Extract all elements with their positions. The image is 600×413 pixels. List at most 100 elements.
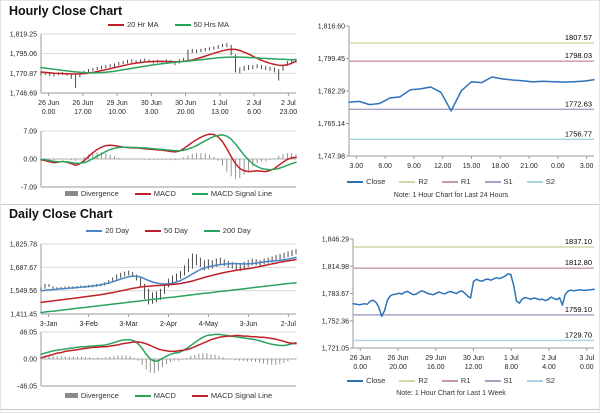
legend-item-s2: S2 — [526, 177, 555, 186]
x-tick-label: 4-May — [199, 321, 219, 328]
legend-label: Divergence — [80, 189, 119, 198]
legend-label: R2 — [418, 177, 428, 186]
level-label-s1: 1772.63 — [565, 99, 592, 108]
level-label-s1: 1759.10 — [565, 305, 592, 314]
x-tick-label: 6.00 — [247, 109, 261, 116]
close-1week-chart: 1,846.29 1,814.98 1,783.67 1,752.36 1,721.05… — [322, 237, 595, 371]
y-tick-label: 1,687.67 — [10, 265, 37, 272]
x-tick-label: 26 Jun — [38, 100, 59, 107]
legend-line-swatch — [203, 229, 220, 232]
legend-item-macd: MACD — [134, 391, 176, 400]
close-24h-chart: 1,816.60 1,799.45 1,782.29 1,765.14 1,747.98… — [318, 24, 595, 170]
hourly-chart-title: Hourly Close Chart — [9, 4, 123, 18]
x-tick-label: 3-Mar — [119, 321, 138, 328]
legend-line-swatch — [441, 180, 458, 183]
x-tick-label: 16.00 — [427, 364, 445, 371]
x-tick-label: 20.00 — [177, 109, 195, 116]
x-tick-label: 2 Jul — [542, 355, 557, 362]
x-tick-label: 29 Jun — [107, 100, 128, 107]
legend-label: R1 — [460, 376, 471, 385]
legend-item-20-day: 20 Day — [86, 226, 129, 235]
x-tick-label: 3-Jan — [40, 321, 58, 328]
y-tick-label: 1,814.98 — [322, 264, 349, 271]
x-tick-label: 13.00 — [211, 109, 229, 116]
legend-item-50-day: 50 Day — [145, 226, 188, 235]
daily-chart-title: Daily Close Chart — [9, 207, 113, 221]
legend-item-s1: S1 — [484, 376, 513, 385]
legend-line-swatch — [484, 180, 501, 183]
legend-label: S1 — [503, 177, 513, 186]
legend-label: 50 Hrs MA — [193, 20, 230, 29]
y-tick-label: 0.00 — [23, 357, 37, 364]
series-macd-signal-line — [40, 134, 297, 171]
close-24h-legend: Close R2 R1 S1 S2 — [301, 177, 599, 186]
close-1week-legend: Close R2 R1 S1 S2 — [301, 376, 599, 385]
x-tick-label: 3.00 — [145, 109, 159, 116]
legend-item-r2: R2 — [399, 177, 428, 186]
y-tick-label: 1,770.87 — [10, 71, 37, 78]
legend-label: Close — [366, 177, 386, 186]
legend-line-swatch — [191, 192, 208, 195]
legend-item-50-hrs-ma: 50 Hrs MA — [174, 20, 230, 29]
y-tick-label: 1,721.05 — [322, 346, 349, 353]
y-tick-label: -7.09 — [21, 185, 37, 192]
x-tick-label: 1 Jul — [212, 100, 227, 107]
level-label-r1: 1798.03 — [565, 51, 592, 60]
y-tick-label: 1,747.98 — [318, 154, 345, 161]
level-label-s2: 1756.77 — [565, 129, 592, 138]
x-tick-label: 30 Jun — [463, 355, 484, 362]
hourly-macd-chart: 7.09 0.00 -7.09 — [21, 129, 297, 192]
x-tick-label: 17.00 — [74, 109, 92, 116]
daily-price-chart: 1,825.78 1,687.67 1,549.56 1,411.453-Jan 3-F… — [10, 242, 297, 328]
legend-label: MACD — [153, 189, 176, 198]
legend-item-macd-signal-line: MACD Signal Line — [191, 189, 272, 198]
y-tick-label: 1,765.14 — [318, 121, 345, 128]
y-tick-label: 1,799.45 — [318, 56, 345, 63]
series-200-day — [40, 281, 297, 314]
series-macd — [40, 133, 297, 173]
x-tick-label: 20.00 — [389, 364, 407, 371]
hourly-macd-legend: Divergence MACD MACD Signal Line — [41, 189, 296, 198]
series-macd-signal-line — [40, 334, 297, 359]
x-tick-label: 3.00 — [350, 163, 364, 170]
legend-label: 20 Hr MA — [126, 20, 159, 29]
legend-line-swatch — [145, 229, 162, 232]
legend-item-s1: S1 — [484, 177, 513, 186]
y-tick-label: 1,816.60 — [318, 24, 345, 31]
legend-item-20-hr-ma: 20 Hr MA — [107, 20, 159, 29]
x-tick-label: 0.00 — [551, 163, 565, 170]
legend-bar-swatch — [64, 191, 78, 196]
x-tick-label: 4.00 — [542, 364, 556, 371]
y-tick-label: 46.05 — [19, 330, 37, 337]
legend-item-r1: R1 — [441, 376, 471, 385]
series-50-day — [40, 258, 297, 304]
x-tick-label: 1 Jul — [504, 355, 519, 362]
x-tick-label: 2-Apr — [160, 321, 178, 328]
legend-item-close: Close — [347, 376, 385, 385]
legend-item-r1: R1 — [441, 177, 471, 186]
series-50-hrs-ma — [40, 56, 297, 74]
x-tick-label: 15.00 — [463, 163, 481, 170]
series-20-hr-ma — [40, 48, 297, 75]
row-divider — [1, 204, 599, 205]
legend-label: R1 — [460, 177, 471, 186]
legend-line-swatch — [526, 379, 543, 382]
x-tick-label: 12.00 — [465, 364, 483, 371]
y-tick-label: 1,782.29 — [318, 89, 345, 96]
legend-label: Close — [366, 376, 386, 385]
legend-label: MACD Signal Line — [210, 391, 273, 400]
y-tick-label: 1,746.69 — [10, 91, 37, 98]
y-tick-label: -46.05 — [17, 384, 37, 391]
level-label-r2: 1807.57 — [565, 33, 592, 42]
legend-label: S2 — [545, 376, 555, 385]
x-tick-label: 2 Jul — [281, 100, 296, 107]
x-tick-label: 26 Jun — [72, 100, 93, 107]
y-tick-label: 7.09 — [23, 129, 37, 136]
x-tick-label: 0.00 — [42, 109, 56, 116]
legend-line-swatch — [134, 394, 151, 397]
bottom-border — [1, 409, 599, 410]
legend-label: Divergence — [80, 391, 119, 400]
x-tick-label: 30 Jun — [175, 100, 196, 107]
legend-label: S1 — [503, 376, 513, 385]
